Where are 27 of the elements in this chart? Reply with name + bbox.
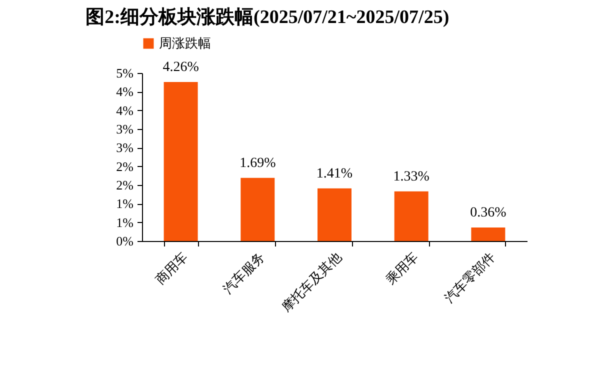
y-tick-label: 2%: [116, 158, 134, 174]
bar: [164, 82, 198, 241]
bar: [318, 188, 352, 241]
data-label: 1.69%: [240, 156, 276, 171]
y-tick-label: 4%: [116, 102, 134, 118]
x-tick-label: 汽车服务: [220, 249, 268, 296]
x-tick-label: 摩托车及其他: [278, 249, 344, 315]
y-tick-label: 1%: [116, 196, 134, 212]
chart-title: 图2:细分板块涨跌幅(2025/07/21~2025/07/25): [86, 6, 450, 28]
x-tick-label: 乘用车: [382, 249, 422, 288]
data-label: 4.26%: [162, 60, 200, 75]
y-tick-label: 0%: [116, 234, 134, 248]
y-tick-label: 4%: [116, 84, 134, 100]
data-label: 0.36%: [470, 206, 507, 221]
x-tick-label: 汽车零部件: [441, 249, 498, 306]
y-tick-label: 1%: [116, 214, 134, 230]
legend-label: 周涨跌幅: [159, 36, 211, 50]
y-tick-label: 2%: [116, 178, 134, 192]
data-label: 1.33%: [393, 169, 430, 184]
bar: [394, 191, 428, 241]
y-tick-label: 3%: [116, 122, 134, 136]
y-tick-label: 5%: [116, 66, 134, 80]
bar: [471, 228, 506, 241]
x-tick-label: 商用车: [152, 249, 190, 288]
y-tick-label: 3%: [116, 140, 134, 156]
data-label: 1.41%: [316, 166, 353, 182]
bar: [240, 178, 275, 241]
